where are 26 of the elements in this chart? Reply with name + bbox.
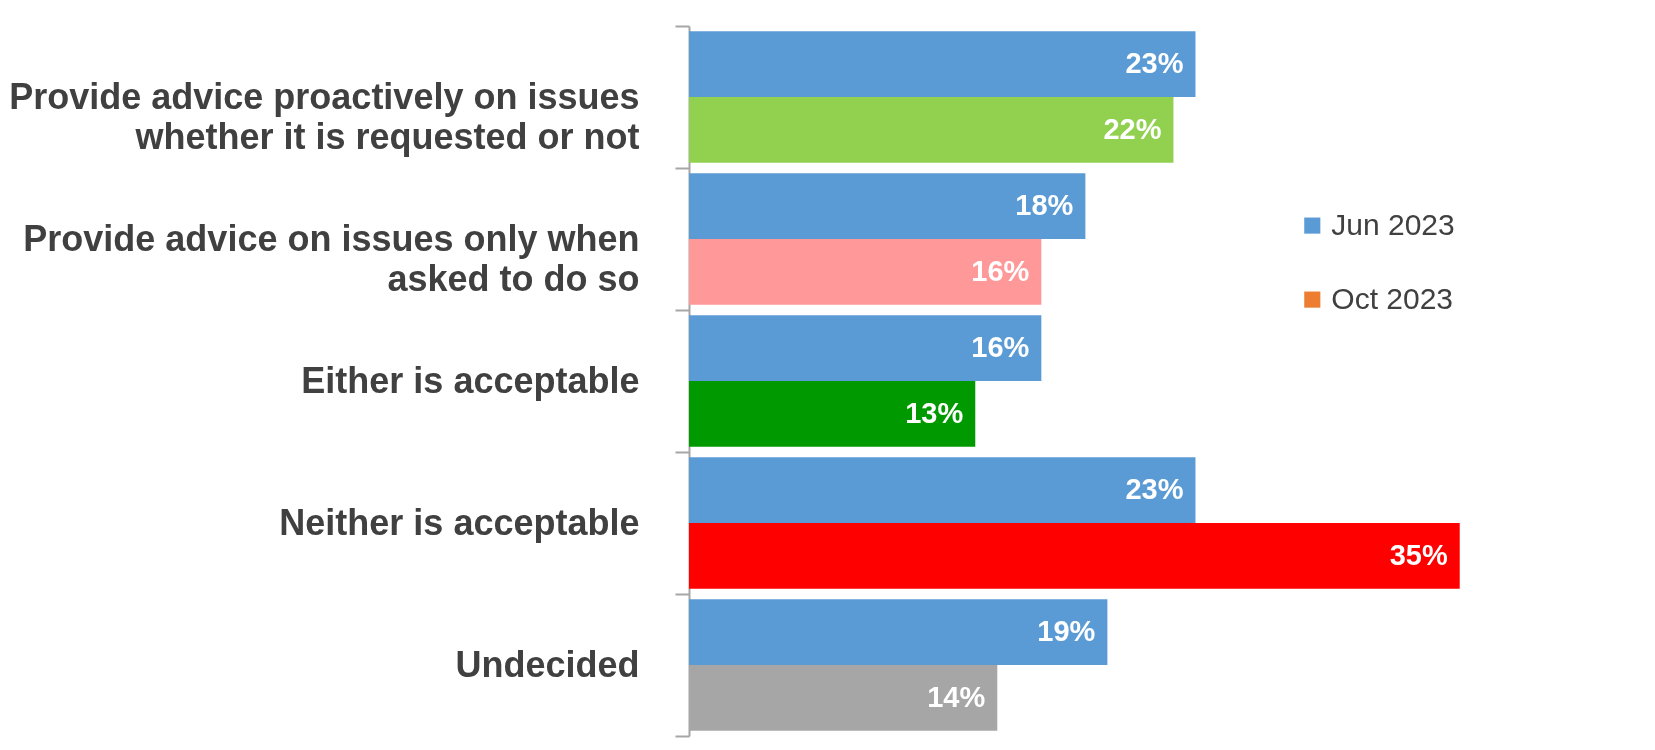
- y-tick-label: Neither is acceptable: [279, 501, 640, 543]
- legend-label: Jun 2023: [1331, 207, 1455, 241]
- data-label: 22%: [1103, 112, 1162, 145]
- data-label: 18%: [1015, 189, 1074, 222]
- data-label: 19%: [1037, 615, 1096, 648]
- bar: [689, 31, 1196, 97]
- bar: [689, 457, 1196, 523]
- y-tick-label: Provide advice proactively on issues whether it is requested or not: [9, 75, 640, 157]
- text: Oct 2023: [1331, 281, 1454, 315]
- data-label: 23%: [1125, 47, 1184, 80]
- data-label: 16%: [971, 331, 1030, 364]
- data-label: 13%: [905, 396, 964, 429]
- data-label: 16%: [971, 254, 1030, 287]
- bar: [689, 315, 1042, 381]
- bar: [689, 599, 1108, 665]
- data-label: 35%: [1389, 538, 1448, 571]
- bar: [689, 97, 1174, 163]
- bar: [689, 381, 976, 447]
- bar: [689, 523, 1460, 589]
- bar: [689, 239, 1042, 305]
- y-tick-label: Provide advice on issues only when asked to do so: [23, 217, 640, 299]
- data-label: 23%: [1125, 473, 1184, 506]
- y-tick-label: Either is acceptable: [301, 359, 640, 401]
- y-tick-label: Undecided: [455, 643, 640, 685]
- data-label: 14%: [927, 680, 986, 713]
- bar: [689, 173, 1086, 239]
